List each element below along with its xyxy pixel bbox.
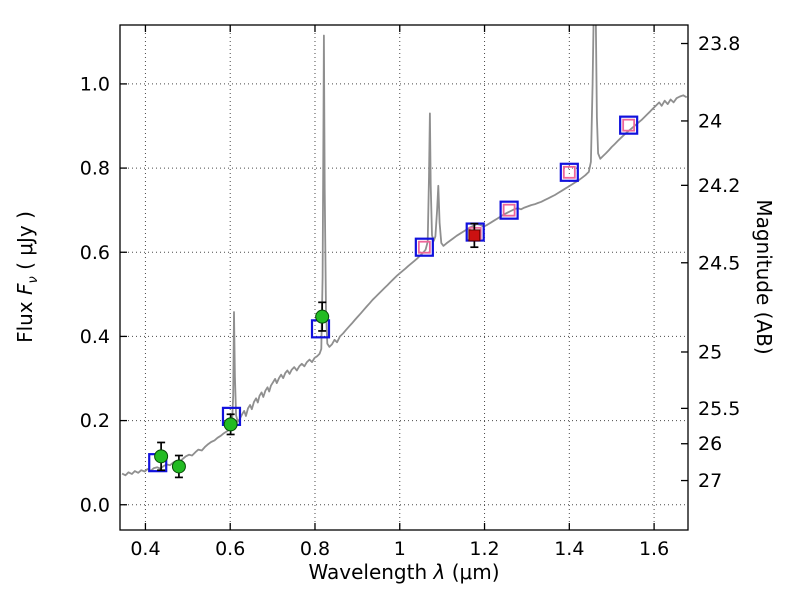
x-tick-label: 1.6 xyxy=(639,538,669,560)
x-axis-label: Wavelength λ (μm) xyxy=(308,560,499,584)
y-axis-label-left-units: ( μJy ) xyxy=(13,211,37,277)
y-tick-label-left: 0.6 xyxy=(80,242,110,264)
y-tick-label-right: 26 xyxy=(698,433,722,455)
nu-subscript: ν xyxy=(26,276,41,284)
x-axis-label-units: (μm) xyxy=(445,560,500,584)
observed-photometry-optical-marker xyxy=(223,417,238,432)
y-tick-label-left: 0.4 xyxy=(80,326,110,348)
y-tick-label-right: 25 xyxy=(698,341,722,363)
x-axis-label-text: Wavelength xyxy=(308,560,434,584)
y-tick-label-right: 27 xyxy=(698,470,722,492)
y-tick-label-right: 24.5 xyxy=(698,252,740,274)
flux-symbol: F xyxy=(13,283,37,295)
y-tick-label-right: 24.2 xyxy=(698,175,740,197)
y-tick-label-left: 1.0 xyxy=(80,73,110,95)
y-axis-label-left-text: Flux xyxy=(13,294,37,343)
x-tick-label: 0.6 xyxy=(215,538,245,560)
x-tick-label: 1.2 xyxy=(469,538,499,560)
plot-frame xyxy=(119,24,689,531)
y-tick-label-left: 0.8 xyxy=(80,158,110,180)
observed-photometry-ir-marker xyxy=(562,165,576,179)
y-axis-label-right: Magnitude (AB) xyxy=(752,199,776,355)
observed-photometry-optical-marker xyxy=(171,459,186,474)
observed-photometry-ir-marker xyxy=(417,240,431,254)
observed-photometry-ir-marker xyxy=(502,203,516,217)
y-tick-label-left: 0.2 xyxy=(80,410,110,432)
lambda-symbol: λ xyxy=(433,560,446,584)
observed-photometry-optical-marker xyxy=(315,309,330,324)
x-tick-label: 1.4 xyxy=(554,538,584,560)
y-tick-label-right: 24 xyxy=(698,110,722,132)
x-tick-label: 0.8 xyxy=(300,538,330,560)
y-tick-label-left: 0.0 xyxy=(80,494,110,516)
model-photometry-marker xyxy=(619,115,639,135)
y-tick-label-right: 25.5 xyxy=(698,398,740,420)
model-photometry-marker xyxy=(559,162,579,182)
observed-photometry-red-marker xyxy=(468,229,481,242)
model-spectrum xyxy=(121,25,688,477)
x-tick-label: 0.4 xyxy=(130,538,160,560)
observed-photometry-optical-marker xyxy=(154,449,169,464)
model-photometry-marker xyxy=(499,200,519,220)
x-tick-label: 1 xyxy=(394,538,406,560)
y-tick-label-right: 23.8 xyxy=(698,33,740,55)
observed-photometry-ir-marker xyxy=(622,118,636,132)
y-axis-label-left: Flux Fν ( μJy ) xyxy=(13,211,41,343)
model-photometry-marker xyxy=(414,237,434,257)
